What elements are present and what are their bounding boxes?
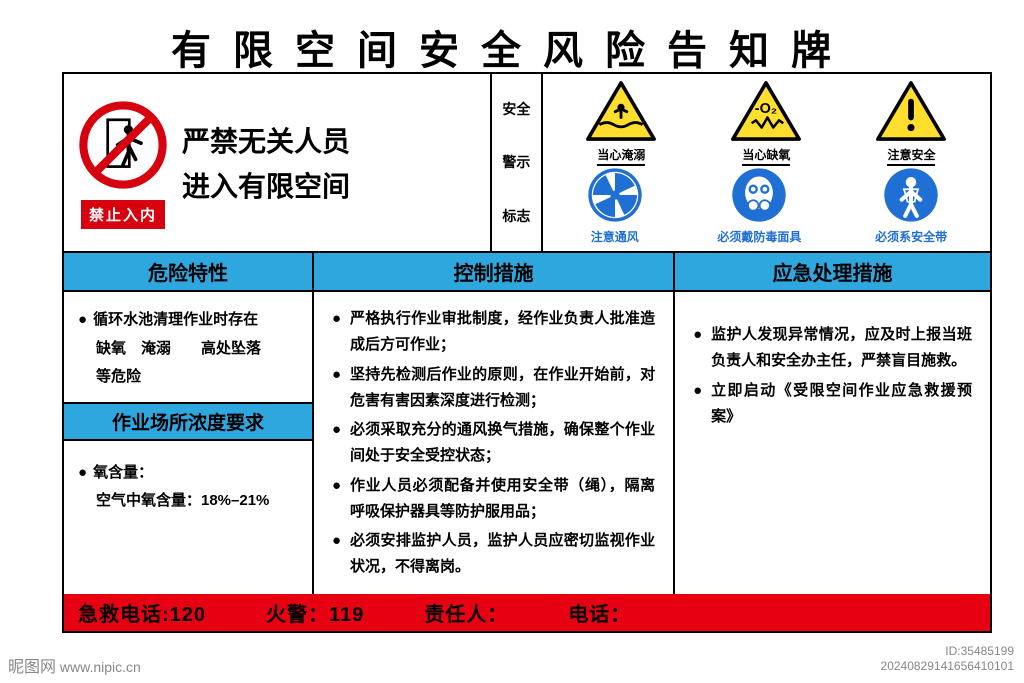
control-item: 严格执行作业审批制度，经作业负责人批准造成后方可作业；: [332, 306, 655, 359]
safety-label-2: 警示: [502, 152, 530, 172]
mandatory-signs-row: 注意通风 必须戴防毒面具: [549, 166, 984, 245]
hazard-text: 循环水池清理作业时存在 缺氧 淹溺 高处坠落 等危险: [64, 292, 312, 404]
control-list: 严格执行作业审批制度，经作业负责人批准造成后方可作业； 坚持先检测后作业的原则，…: [332, 306, 655, 581]
hazard-line1: 循环水池清理作业时存在: [78, 306, 298, 335]
control-item: 必须采取充分的通风换气措施，确保整个作业间处于安全受控状态；: [332, 417, 655, 470]
prohibition-line1: 严禁无关人员: [182, 120, 350, 165]
wm-site-cn: 昵图网: [8, 659, 56, 676]
footer-phone: 电话：: [568, 598, 631, 627]
caution-icon: [875, 80, 947, 142]
footer-responsible: 责任人：: [424, 598, 508, 627]
hazard-line3: 等危险: [78, 363, 298, 392]
warning-signs-row: 当心淹溺 -O₂ 当心缺氧: [549, 80, 984, 166]
wm-timestamp: 20240829141656410101: [881, 659, 1014, 675]
wm-id: ID:35485199: [881, 644, 1014, 660]
watermark-left: 昵图网 www.nipic.cn: [8, 653, 141, 677]
watermark-right: ID:35485199 20240829141656410101: [881, 644, 1014, 675]
col-control: 严格执行作业审批制度，经作业负责人批准造成后方可作业； 坚持先检测后作业的原则，…: [314, 292, 675, 594]
sign-oxygen-label: 当心缺氧: [742, 146, 790, 166]
footer-fire: 火警：119: [266, 598, 364, 627]
sign-drowning-label: 当心淹溺: [597, 146, 645, 166]
wm-site-url: www.nipic.cn: [60, 659, 141, 675]
no-entry-badge: 禁止入内: [81, 200, 165, 229]
col-hazard: 循环水池清理作业时存在 缺氧 淹溺 高处坠落 等危险 作业场所浓度要求 氧含量：…: [64, 292, 314, 594]
fan-icon: [586, 166, 644, 224]
footer-rescue: 急救电话:120: [78, 598, 206, 627]
body-row: 循环水池清理作业时存在 缺氧 淹溺 高处坠落 等危险 作业场所浓度要求 氧含量：…: [64, 292, 990, 594]
sign-ventilate: 注意通风: [586, 166, 644, 245]
safety-label-3: 标志: [502, 206, 530, 226]
emergency-item: 立即启动《受限空间作业应急救援预案》: [693, 378, 972, 431]
rescue-number: 120: [170, 604, 206, 626]
conc-line2: 空气中氧含量：18%–21%: [78, 487, 298, 516]
safety-sign-heading: 安全 警示 标志: [490, 74, 541, 251]
conc-line1: 氧含量：: [78, 459, 298, 488]
header-control: 控制措施: [314, 253, 675, 292]
rescue-label: 急救电话:: [78, 604, 170, 626]
control-item: 必须安排监护人员，监护人员应密切监视作业状况，不得离岗。: [332, 528, 655, 581]
sign-mask-label: 必须戴防毒面具: [717, 228, 801, 245]
prohibition-line2: 进入有限空间: [182, 165, 350, 210]
hazard-line2: 缺氧 淹溺 高处坠落: [78, 335, 298, 364]
no-entry-icon: [78, 100, 168, 190]
control-item: 坚持先检测后作业的原则，在作业开始前，对危害有害因素深度进行检测；: [332, 362, 655, 415]
fire-label: 火警：: [266, 604, 329, 626]
header-hazard: 危险特性: [64, 253, 314, 292]
emergency-list: 监护人发现异常情况，应及时上报当班负责人和安全办主任，严禁盲目施救。 立即启动《…: [693, 322, 972, 430]
footer-bar: 急救电话:120 火警：119 责任人： 电话：: [64, 594, 990, 631]
emergency-item: 监护人发现异常情况，应及时上报当班负责人和安全办主任，严禁盲目施救。: [693, 322, 972, 375]
control-item: 作业人员必须配备并使用安全带（绳），隔离呼吸保护器具等防护服用品；: [332, 473, 655, 526]
safety-label-1: 安全: [502, 99, 530, 119]
fire-number: 119: [329, 604, 364, 626]
header-concentration: 作业场所浓度要求: [64, 404, 312, 441]
sign-drowning: 当心淹溺: [585, 80, 657, 166]
svg-text:-O₂: -O₂: [755, 101, 777, 117]
sign-caution-label: 注意安全: [887, 146, 935, 166]
harness-icon: [882, 166, 940, 224]
mask-icon: [730, 166, 788, 224]
oxygen-icon: -O₂: [730, 80, 802, 142]
section-header-row: 危险特性 控制措施 应急处理措施: [64, 253, 990, 292]
prohibition-cell: 禁止入内 严禁无关人员 进入有限空间: [64, 74, 490, 251]
sign-caution: 注意安全: [875, 80, 947, 166]
header-emergency: 应急处理措施: [675, 253, 990, 292]
sign-oxygen: -O₂ 当心缺氧: [730, 80, 802, 166]
sign-harness-label: 必须系安全带: [875, 228, 947, 245]
concentration-text: 氧含量： 空气中氧含量：18%–21%: [64, 441, 312, 534]
safety-signs-cell: 当心淹溺 -O₂ 当心缺氧: [541, 74, 990, 251]
col-emergency: 监护人发现异常情况，应及时上报当班负责人和安全办主任，严禁盲目施救。 立即启动《…: [675, 292, 990, 594]
sign-harness: 必须系安全带: [875, 166, 947, 245]
top-row: 禁止入内 严禁无关人员 进入有限空间 安全 警示 标志: [64, 74, 990, 253]
board-frame: 禁止入内 严禁无关人员 进入有限空间 安全 警示 标志: [62, 72, 992, 633]
drowning-icon: [585, 80, 657, 142]
prohibition-text: 严禁无关人员 进入有限空间: [182, 120, 350, 210]
sign-ventilate-label: 注意通风: [591, 228, 639, 245]
sign-mask: 必须戴防毒面具: [717, 166, 801, 245]
